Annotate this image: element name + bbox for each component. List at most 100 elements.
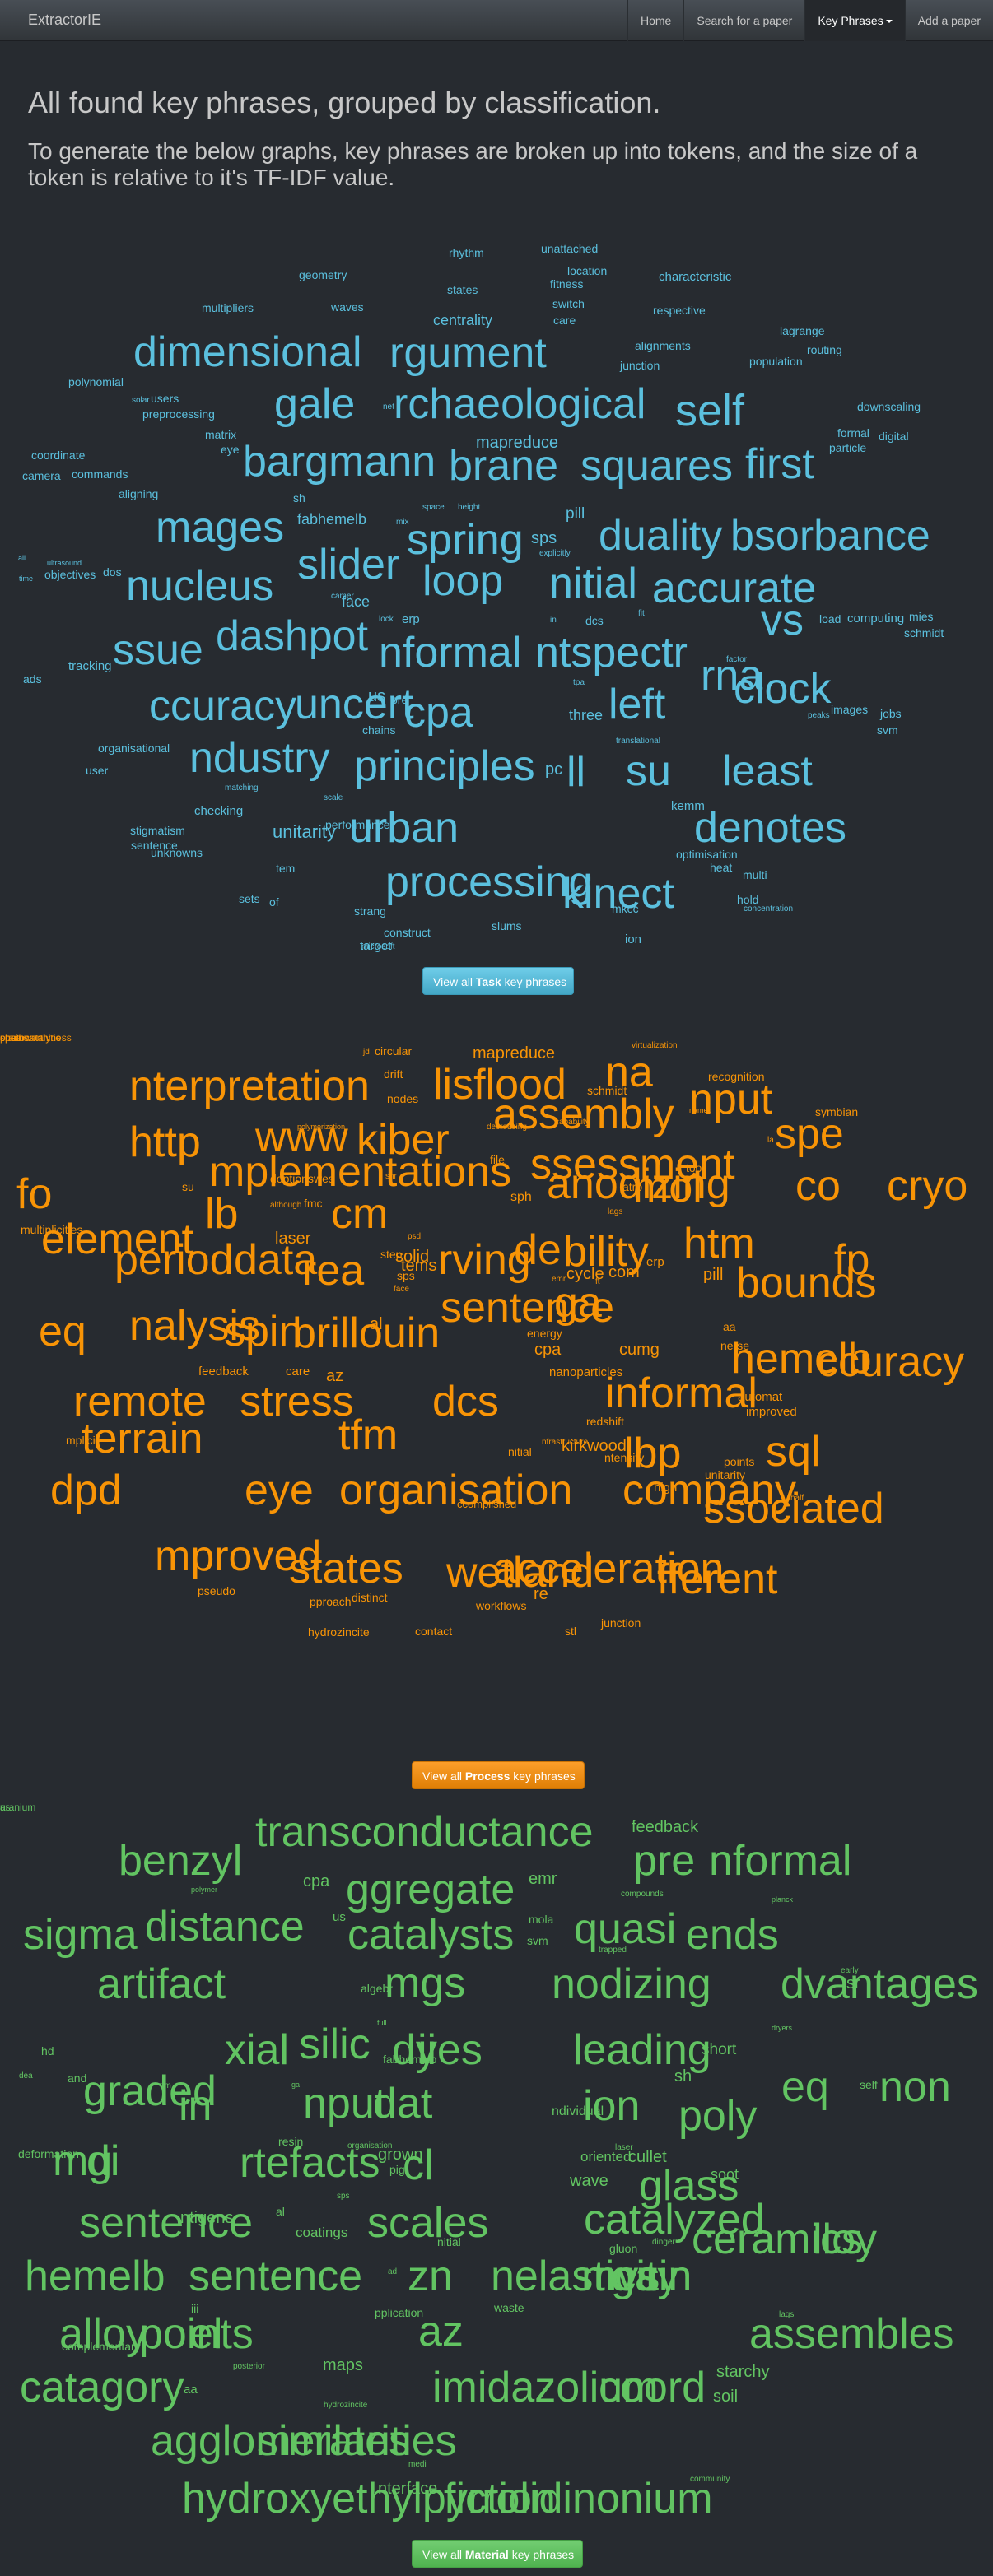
key-phrase-token: mages <box>156 504 285 551</box>
nav-key-phrases-dropdown[interactable]: Key Phrases <box>804 0 905 41</box>
key-phrase-token: ntensity <box>604 1451 645 1464</box>
key-phrase-token: cl <box>403 2141 434 2189</box>
key-phrase-token: ga <box>291 2081 301 2089</box>
key-phrase-token: quasi <box>574 1905 677 1953</box>
view-process-key-phrases-button[interactable]: View all Process key phrases <box>412 1761 585 1789</box>
nav-search[interactable]: Search for a paper <box>683 0 804 41</box>
key-phrase-token: sql <box>766 1428 821 1476</box>
key-phrase-token: imidazolium <box>432 2364 659 2411</box>
key-phrase-token: uranium <box>0 1802 36 1813</box>
key-phrase-token: uncert <box>295 681 414 728</box>
key-phrase-token: catalyzed <box>584 2196 765 2244</box>
nav-add-paper[interactable]: Add a paper <box>904 0 993 41</box>
key-phrase-token: objectives <box>44 568 96 581</box>
key-phrase-token: ultrasound <box>47 559 82 567</box>
key-phrase-token: lags <box>608 1207 623 1216</box>
key-phrase-token: contact <box>415 1625 453 1638</box>
caret-down-icon <box>885 20 893 24</box>
task-button-bold: Task <box>475 975 501 988</box>
key-phrase-token: net <box>383 402 394 412</box>
key-phrase-token: lloy <box>813 2216 878 2263</box>
key-phrase-token: la <box>767 1136 774 1145</box>
key-phrase-token: rhythm <box>449 246 484 259</box>
key-phrase-token: ga <box>554 1279 602 1327</box>
key-phrase-token: mgs <box>385 1960 466 2007</box>
key-phrase-token: cpa <box>303 1872 330 1890</box>
key-phrase-token: heat <box>710 861 733 874</box>
key-phrase-token: spin <box>224 1308 303 1355</box>
key-phrase-token: organisational <box>98 742 170 755</box>
key-phrase-token: dcs <box>432 1378 499 1425</box>
key-phrase-token: nput <box>303 2080 387 2127</box>
page-subtitle: To generate the below graphs, key phrase… <box>28 138 918 190</box>
key-phrase-token: face <box>394 1285 409 1294</box>
key-phrase-token: resin <box>278 2135 304 2148</box>
key-phrase-token: load <box>819 612 841 625</box>
key-phrase-token: preprocessing <box>142 407 215 421</box>
key-phrase-token: wave <box>570 2172 608 2190</box>
key-phrase-token: nanoparticles <box>549 1365 623 1379</box>
key-phrase-token: bargmann <box>243 438 436 486</box>
brand-link[interactable]: ExtractorIE <box>28 12 102 28</box>
key-phrase-token: zn <box>408 2253 453 2300</box>
key-phrase-token: cpa <box>404 689 473 737</box>
material-word-cloud: transconductance feedback benzyl pre nformal… <box>0 1802 993 2535</box>
key-phrase-token: nodizing <box>552 1960 711 2008</box>
key-phrase-token: points <box>139 2310 254 2358</box>
key-phrase-token: benzyl <box>119 1837 243 1885</box>
key-phrase-token: hydroxyethylpyrrolidinonium <box>182 2475 713 2523</box>
key-phrase-token: hemelb <box>25 2253 166 2300</box>
key-phrase-token: multiplicities <box>21 1223 83 1236</box>
key-phrase-token: xial <box>225 2026 290 2074</box>
key-phrase-token: rgument <box>389 329 547 377</box>
key-phrase-token: microsoft <box>361 942 395 951</box>
key-phrase-token: coordinate <box>31 449 86 462</box>
key-phrase-token: first <box>745 440 814 488</box>
key-phrase-token: ntspectr <box>535 629 688 677</box>
key-phrase-token: half <box>790 1494 804 1503</box>
key-phrase-token: polymerization <box>297 1123 346 1131</box>
navbar: ExtractorIE Home Search for a paper Key … <box>0 0 993 41</box>
key-phrase-token: named <box>689 1106 712 1114</box>
key-phrase-token: kemm <box>671 799 705 813</box>
key-phrase-token: similarities <box>257 2417 457 2465</box>
key-phrase-token: bility <box>563 1228 650 1276</box>
key-phrase-token: lisflood <box>433 1061 566 1109</box>
key-phrase-token: matching <box>225 783 259 793</box>
key-phrase-token: sph <box>510 1190 532 1204</box>
key-phrase-token: ft <box>595 1277 600 1286</box>
key-phrase-token: aa <box>184 2383 198 2397</box>
key-phrase-token: tfm <box>338 1411 399 1459</box>
key-phrase-token: mol <box>633 1164 702 1211</box>
key-phrase-token: htm <box>683 1220 755 1267</box>
key-phrase-token: schmidt <box>587 1084 627 1097</box>
view-material-key-phrases-button[interactable]: View all Material key phrases <box>412 2540 583 2568</box>
key-phrase-token: energy <box>527 1327 562 1340</box>
key-phrase-token: improved <box>746 1405 797 1419</box>
key-phrase-token: sh <box>293 491 305 505</box>
key-phrase-token: sr <box>846 1974 860 1992</box>
key-phrase-token: silic <box>299 2020 371 2068</box>
key-phrase-token: us <box>368 687 386 705</box>
key-phrase-token: organisation <box>347 2141 393 2151</box>
key-phrase-token: cullet <box>628 2148 667 2166</box>
view-task-key-phrases-button[interactable]: View all Task key phrases <box>422 967 574 995</box>
key-phrase-token: stl <box>565 1625 576 1638</box>
key-phrase-token: medi <box>408 2460 427 2469</box>
key-phrase-token: grown <box>378 2146 423 2164</box>
key-phrase-token: tems <box>401 1257 437 1275</box>
key-phrase-token: aligning <box>119 487 159 500</box>
key-phrase-token: optimisation <box>676 848 738 861</box>
key-phrase-token: tracking <box>68 659 112 673</box>
key-phrase-token: company <box>622 1467 796 1514</box>
key-phrase-token: camer <box>331 592 354 601</box>
key-phrase-token: fitness <box>550 277 584 291</box>
key-phrase-token: gluon <box>609 2242 638 2255</box>
nav-home[interactable]: Home <box>627 0 683 41</box>
key-phrase-token: although <box>270 1201 302 1210</box>
key-phrase-token: urban <box>349 804 459 852</box>
key-phrase-token: sentence <box>441 1284 615 1332</box>
key-phrase-token: eq <box>39 1308 86 1355</box>
key-phrase-token: denotes <box>694 804 847 852</box>
key-phrase-token: scales <box>367 2199 489 2247</box>
